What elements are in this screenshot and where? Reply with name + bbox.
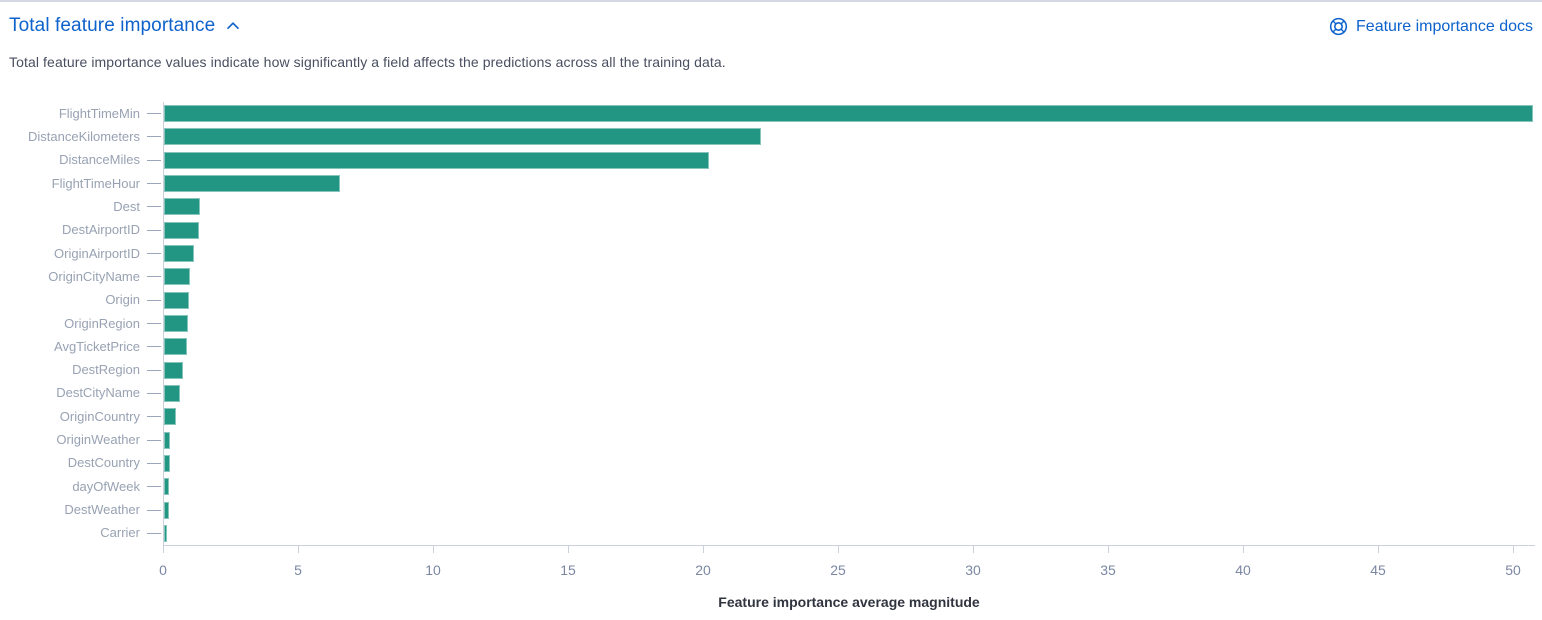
x-axis-tick — [298, 545, 299, 553]
y-axis-tick — [147, 509, 161, 511]
section-description: Total feature importance values indicate… — [9, 54, 726, 70]
y-axis-label-Carrier: Carrier — [100, 525, 140, 541]
x-axis-tick-label: 25 — [830, 562, 846, 578]
chart-bar-DestCountry[interactable] — [164, 454, 170, 472]
x-axis-tick — [838, 545, 839, 553]
y-axis-label-OriginRegion: OriginRegion — [64, 315, 140, 331]
x-axis-tick-label: 0 — [159, 562, 167, 578]
x-axis-tick-label: 30 — [965, 562, 981, 578]
x-axis-tick-label: 5 — [294, 562, 302, 578]
y-axis-label-OriginWeather: OriginWeather — [56, 432, 140, 448]
x-axis-tick-label: 15 — [560, 562, 576, 578]
chart-bar-OriginRegion[interactable] — [164, 315, 189, 332]
chart-bar-Carrier[interactable] — [164, 524, 167, 542]
x-axis-tick — [163, 545, 164, 553]
chart-bar-FlightTimeHour[interactable] — [164, 175, 340, 193]
chart-bar-OriginCityName[interactable] — [164, 268, 190, 286]
x-axis-tick — [1108, 545, 1109, 553]
y-axis-tick — [147, 183, 161, 185]
chart-bar-DestAirportID[interactable] — [164, 221, 200, 239]
section-title: Total feature importance — [9, 15, 216, 36]
y-axis-tick — [147, 462, 161, 464]
y-axis-label-FlightTimeHour: FlightTimeHour — [51, 175, 140, 191]
docs-link-label: Feature importance docs — [1356, 17, 1533, 35]
x-axis-tick-label: 40 — [1235, 562, 1251, 578]
chart-bar-FlightTimeMin[interactable] — [164, 105, 1533, 123]
chart-bar-DestWeather[interactable] — [164, 501, 169, 519]
y-axis-label-OriginAirportID: OriginAirportID — [54, 245, 140, 261]
y-axis-label-OriginCountry: OriginCountry — [59, 408, 140, 424]
x-axis-tick — [973, 545, 974, 553]
chart-bar-AvgTicketPrice[interactable] — [164, 338, 187, 356]
feature-importance-chart: FlightTimeMin DistanceKilometers DistanceM… — [0, 94, 1542, 620]
x-axis-tick — [1378, 545, 1379, 553]
y-axis-tick — [147, 136, 161, 138]
x-axis-title: Feature importance average magnitude — [718, 594, 980, 610]
x-axis-tick — [703, 545, 704, 553]
x-axis-line — [163, 545, 1535, 546]
y-axis-tick — [147, 392, 161, 394]
y-axis-tick — [147, 229, 161, 231]
y-axis-label-DestWeather: DestWeather — [64, 502, 140, 518]
y-axis-label-Origin: Origin — [105, 292, 140, 308]
chart-bar-DistanceMiles[interactable] — [164, 151, 710, 169]
y-axis-label-dayOfWeek: dayOfWeek — [72, 478, 140, 494]
chart-bar-dayOfWeek[interactable] — [164, 478, 170, 496]
y-axis-label-DestRegion: DestRegion — [72, 362, 140, 378]
y-axis-tick — [147, 299, 161, 301]
x-axis-tick — [433, 545, 434, 553]
chart-bar-OriginCountry[interactable] — [164, 408, 176, 426]
y-axis-tick — [147, 346, 161, 348]
chevron-up-icon — [225, 18, 241, 34]
y-axis-label-DestCountry: DestCountry — [67, 455, 140, 471]
chart-bar-OriginWeather[interactable] — [164, 431, 170, 449]
x-axis-tick — [1513, 545, 1514, 553]
y-axis-tick — [147, 206, 161, 208]
y-axis-label-DestCityName: DestCityName — [56, 385, 140, 401]
y-axis-label-OriginCityName: OriginCityName — [48, 268, 140, 284]
y-axis-tick — [147, 253, 161, 255]
x-axis-tick-label: 45 — [1370, 562, 1386, 578]
y-axis-line — [163, 102, 164, 545]
y-axis-label-FlightTimeMin: FlightTimeMin — [58, 105, 140, 121]
y-axis-label-AvgTicketPrice: AvgTicketPrice — [54, 338, 140, 354]
x-axis-tick — [1243, 545, 1244, 553]
x-axis-tick-label: 35 — [1100, 562, 1116, 578]
y-axis-label-DestAirportID: DestAirportID — [61, 222, 140, 238]
y-axis-tick — [147, 416, 161, 418]
chart-bar-Dest[interactable] — [164, 198, 201, 216]
x-axis-tick-label: 50 — [1505, 562, 1521, 578]
x-axis-tick-label: 10 — [425, 562, 441, 578]
life-ring-docs-icon — [1329, 17, 1348, 36]
chart-bar-OriginAirportID[interactable] — [164, 245, 194, 263]
x-axis-tick — [568, 545, 569, 553]
y-axis-tick — [147, 532, 161, 534]
y-axis-tick — [147, 323, 161, 324]
y-axis-label-DistanceKilometers: DistanceKilometers — [28, 128, 140, 144]
panel-header: Total feature importance Feature importa… — [0, 2, 1542, 48]
y-axis-tick — [147, 486, 161, 488]
y-axis-tick — [147, 276, 161, 278]
chart-bar-Origin[interactable] — [164, 291, 190, 309]
y-axis-tick — [147, 439, 161, 441]
y-axis-tick — [147, 369, 161, 371]
total-feature-importance-collapse-toggle[interactable]: Total feature importance — [9, 15, 241, 37]
y-axis-label-DistanceMiles: DistanceMiles — [59, 152, 140, 168]
x-axis-tick-label: 20 — [695, 562, 711, 578]
chart-bar-DestCityName[interactable] — [164, 384, 181, 402]
y-axis-tick — [147, 113, 161, 115]
y-axis-tick — [147, 159, 161, 161]
y-axis-label-Dest: Dest — [113, 198, 140, 214]
chart-bar-DestRegion[interactable] — [164, 361, 184, 379]
feature-importance-docs-link[interactable]: Feature importance docs — [1329, 17, 1533, 36]
chart-bar-DistanceKilometers[interactable] — [164, 128, 761, 146]
